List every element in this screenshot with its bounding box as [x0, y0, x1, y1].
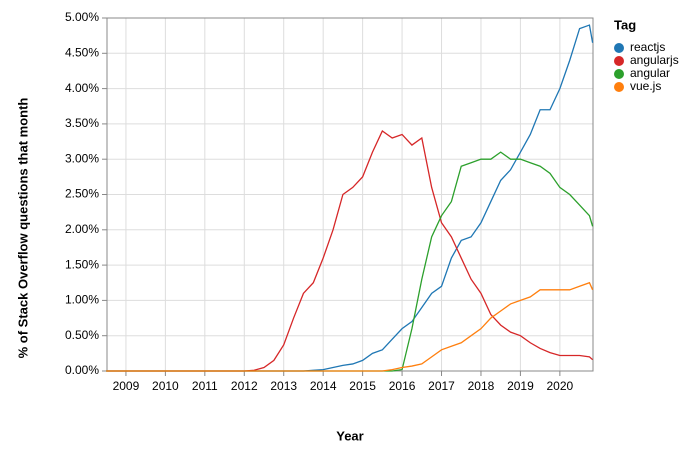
y-tick-label: 0.50%: [65, 328, 99, 342]
line: [106, 151, 594, 372]
legend-label: vue.js: [630, 79, 661, 93]
line: [106, 24, 594, 372]
y-tick-label: 1.00%: [65, 293, 99, 307]
x-tick-label: 2020: [547, 379, 574, 393]
x-tick-label: 2013: [270, 379, 297, 393]
legend-label: angular: [630, 66, 670, 80]
line: [106, 129, 594, 372]
x-tick-label: 2018: [468, 379, 495, 393]
x-tick-label: 2012: [231, 379, 258, 393]
y-tick-label: 3.00%: [65, 151, 99, 165]
x-axis-label: Year: [336, 428, 363, 443]
y-tick-label: 4.50%: [65, 45, 99, 59]
legend-title: Tag: [614, 17, 636, 32]
y-tick-label: 2.50%: [65, 187, 99, 201]
y-tick-label: 1.50%: [65, 257, 99, 271]
y-axis-label: % of Stack Overflow questions that month: [15, 98, 30, 359]
legend-swatch: [614, 69, 624, 79]
x-tick-label: 2010: [152, 379, 179, 393]
x-tick-label: 2017: [428, 379, 455, 393]
y-tick-label: 5.00%: [65, 10, 99, 24]
legend-label: reactjs: [630, 40, 665, 54]
legend-label: angularjs: [630, 53, 679, 67]
x-tick-label: 2014: [310, 379, 337, 393]
x-tick-label: 2009: [113, 379, 140, 393]
y-tick-label: 4.00%: [65, 81, 99, 95]
y-tick-label: 3.50%: [65, 116, 99, 130]
x-tick-label: 2015: [349, 379, 376, 393]
x-tick-label: 2019: [507, 379, 534, 393]
x-tick-label: 2011: [192, 379, 218, 393]
y-tick-label: 0.00%: [65, 363, 99, 377]
x-tick-label: 2016: [389, 379, 416, 393]
legend-swatch: [614, 56, 624, 66]
y-tick-label: 2.00%: [65, 222, 99, 236]
line: [106, 281, 594, 372]
legend-swatch: [614, 43, 624, 53]
legend-swatch: [614, 82, 624, 92]
